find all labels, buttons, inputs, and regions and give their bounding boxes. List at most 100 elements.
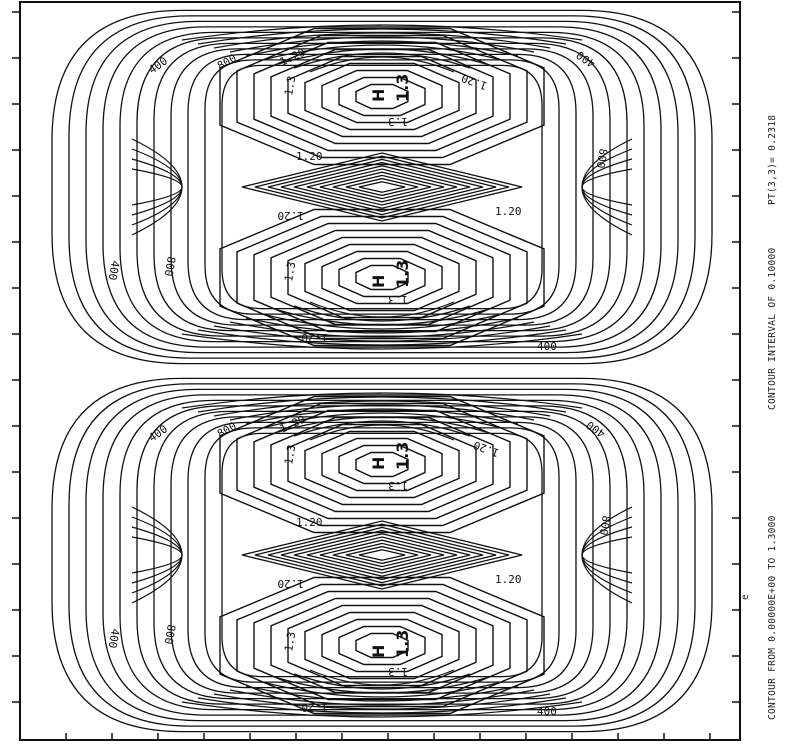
contour-line: [358, 181, 406, 193]
contour-label: 1.20: [302, 701, 329, 714]
contour-line: [355, 451, 409, 478]
corner-mark: e: [740, 594, 751, 600]
contour-line: [131, 148, 183, 226]
contour-line: [321, 618, 443, 673]
peak-value: 1.3: [393, 630, 412, 658]
contour-line: [581, 506, 633, 604]
contour-line: [245, 40, 519, 57]
contour-line: [131, 168, 183, 206]
caption-point: PT(3,3)= 0.2318: [767, 115, 778, 205]
contour-label: 800: [162, 255, 178, 277]
contour-line: [304, 430, 460, 499]
contour-line: [51, 9, 713, 365]
contour-line: [321, 437, 443, 492]
contour-line: [131, 536, 183, 574]
contour-line: [229, 321, 535, 338]
contour-line: [236, 583, 528, 708]
contour-label: 1.20: [302, 331, 329, 344]
contour-label: 1.3: [388, 115, 408, 128]
contour-line: [345, 177, 419, 197]
contour-line: [581, 138, 633, 236]
contour-line: [338, 625, 426, 666]
contour-line: [221, 64, 543, 310]
contour-line: [213, 32, 551, 49]
contour-line: [287, 423, 477, 506]
contour-line: [153, 42, 611, 332]
contour-label: 400: [537, 340, 557, 353]
contour-line: [187, 421, 577, 689]
contour-line: [213, 693, 551, 710]
contour-line: [245, 685, 519, 702]
contour-line: [254, 523, 510, 587]
contour-line: [236, 34, 528, 159]
contour-line: [219, 395, 545, 534]
contour-line: [280, 161, 484, 213]
contour-line: [241, 520, 523, 590]
contour-line: [267, 526, 497, 584]
contour-line: [293, 673, 471, 690]
contour-label: 1.3: [282, 631, 298, 653]
upper-lobe-labels: 400 800 1.20 1.20 800 400 1.20 1.20 1.20…: [106, 46, 610, 353]
contour-line: [136, 37, 628, 337]
lower-lobe-labels: 400 800 1.20 1.20 800 400 1.20 1.20 1.20…: [106, 413, 613, 718]
contour-label: 1.3: [388, 665, 408, 678]
contour-line: [131, 506, 183, 604]
peak-marker: H: [369, 457, 388, 470]
contour-line: [293, 165, 471, 209]
contour-line: [321, 250, 443, 305]
plot-frame: [19, 1, 741, 741]
contour-line: [245, 408, 519, 425]
contour-label: 1.20: [278, 413, 308, 436]
contour-line: [181, 24, 583, 41]
contour-line: [270, 416, 494, 513]
contour-line: [181, 701, 583, 718]
contour-line: [304, 243, 460, 312]
contour-line: [261, 681, 503, 698]
contour-line: [253, 590, 511, 701]
contour-line: [181, 392, 583, 409]
contour-line: [85, 388, 679, 722]
contour-line: [332, 542, 432, 568]
peak-marker: H: [369, 645, 388, 658]
contour-line: [319, 539, 445, 571]
contour-line: [261, 44, 503, 61]
contour-label: 1.3: [282, 444, 298, 466]
contour-line: [254, 155, 510, 219]
contour-line: [219, 208, 545, 347]
contour-line: [119, 399, 645, 711]
contour-label: 800: [162, 623, 178, 645]
contour-line: [270, 597, 494, 694]
contour-line: [345, 545, 419, 565]
contour-label: 400: [584, 418, 608, 440]
axis-ticks: [12, 11, 740, 740]
peak-value: 1.3: [393, 442, 412, 470]
contour-line: [236, 215, 528, 340]
plot-caption: CONTOUR FROM 0.00000E+00 TO 1.3000 CONTO…: [740, 115, 778, 720]
contour-line: [131, 158, 183, 216]
contour-label: 400: [537, 705, 557, 718]
contour-line: [338, 444, 426, 485]
contour-line: [293, 420, 471, 437]
contour-line: [136, 405, 628, 705]
contour-label: 800: [594, 147, 610, 169]
contour-line: [332, 174, 432, 200]
contour-line: [304, 62, 460, 131]
contour-line: [581, 168, 633, 206]
contour-label: 1.3: [388, 479, 408, 492]
contour-line: [219, 576, 545, 715]
contour-label: 800: [597, 514, 613, 536]
peak-value: 1.3: [393, 74, 412, 102]
contour-line: [261, 412, 503, 429]
contour-line: [170, 48, 594, 326]
contour-line: [261, 313, 503, 330]
peak-value: 1.3: [393, 260, 412, 288]
contour-label: 1.20: [296, 516, 323, 529]
contour-line: [253, 41, 511, 152]
contour-label: 1.20: [278, 209, 305, 222]
contour-line: [102, 394, 662, 716]
contour-line: [358, 549, 406, 561]
contour-label: 1.3: [388, 293, 408, 306]
contour-line: [293, 52, 471, 69]
caption-range: CONTOUR FROM 0.00000E+00 TO 1.3000: [767, 515, 778, 720]
